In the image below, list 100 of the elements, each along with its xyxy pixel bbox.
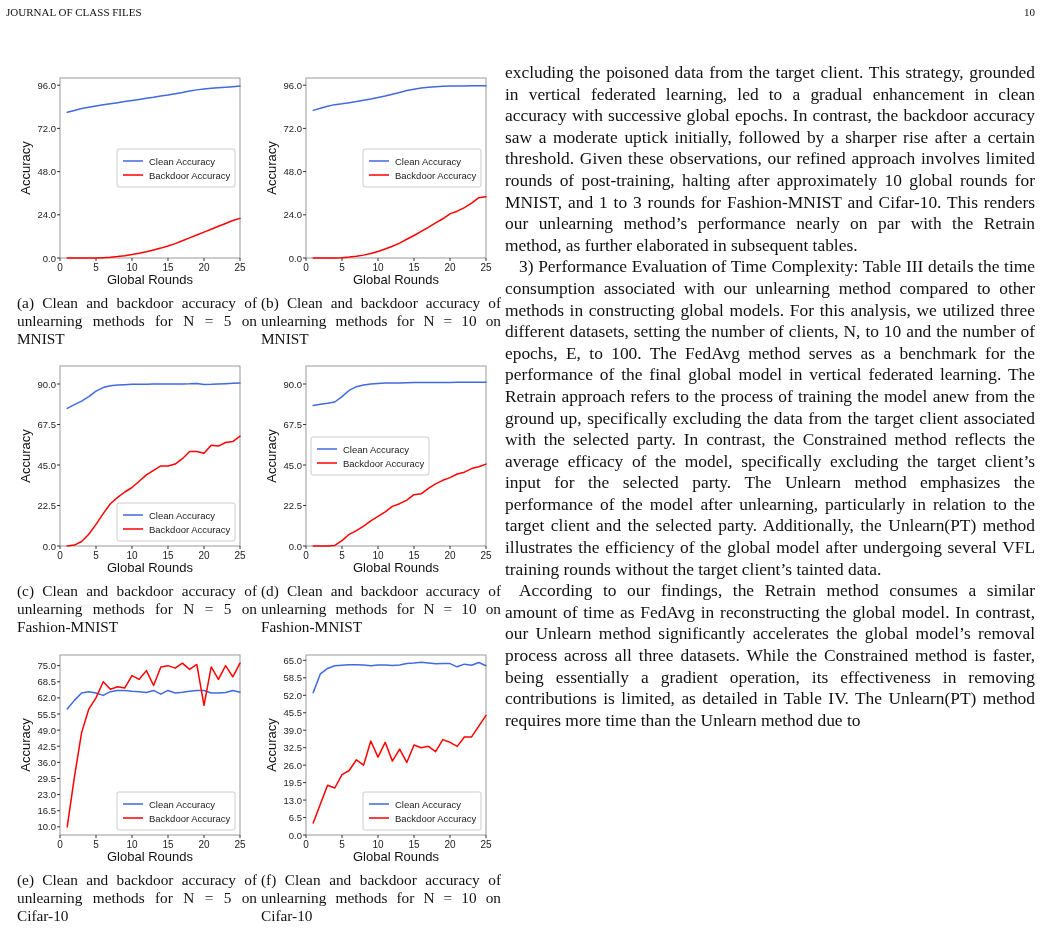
line-series (312, 381, 487, 407)
y-tick-label: 75.0 (37, 660, 56, 672)
x-tick-label: 10 (372, 262, 384, 273)
x-tick-label: 5 (339, 262, 346, 273)
x-tick-label: 5 (339, 550, 346, 561)
text: JOURNAL OF CLASS FILES (6, 6, 142, 18)
x-tick-label: 20 (444, 550, 456, 561)
y-tick-label: 22.5 (37, 500, 56, 511)
text: According to our findings, the Retrain method consumes a similar amount of time as FedAvg in reconstructing the global model. In contrast, our Unlearn method significantly accelerates the global model’s removal process across all three datasets. While the Constrained method is faster, being essentially a gradient operation, its effectiveness in removing contributions is limited, as detailed in Table IV. The Unlearn(PT) method requires more time than the Unlearn method due to (505, 580, 1035, 732)
x-tick-label: 25 (480, 550, 492, 561)
y-tick-label: 96.0 (37, 79, 56, 91)
x-tick-label: 10 (126, 839, 138, 850)
y-tick-label: 90.0 (37, 378, 56, 390)
y-tick-label: 68.5 (37, 676, 56, 688)
line-series (66, 662, 241, 828)
x-tick-label: 0 (303, 550, 310, 561)
y-tick-label: 0.0 (288, 829, 302, 841)
y-axis-title: Accuracy (264, 428, 279, 483)
x-axis-title: Global Rounds (107, 849, 194, 864)
y-tick-label: 6.5 (288, 812, 302, 824)
x-tick-label: 15 (162, 839, 174, 850)
legend-label: Backdoor Accuracy (149, 812, 231, 824)
y-axis-title: Accuracy (264, 140, 279, 195)
x-tick-label: 20 (198, 839, 210, 850)
y-tick-label: 45.5 (283, 707, 302, 719)
text: 10 (1024, 6, 1036, 18)
y-axis-title: Accuracy (264, 717, 279, 772)
x-tick-label: 10 (372, 839, 384, 850)
legend-label: Backdoor Accuracy (343, 457, 425, 469)
y-tick-label: 72.0 (283, 122, 302, 134)
text: (a) Clean and backdoor accuracy of unlearning methods for N = 5 on MNIST (17, 294, 257, 348)
x-tick-label: 0 (303, 839, 310, 850)
y-tick-label: 0.0 (288, 540, 302, 552)
x-tick-label: 0 (57, 839, 64, 850)
y-tick-label: 22.5 (283, 500, 302, 511)
x-tick-label: 15 (162, 550, 174, 561)
x-tick-label: 10 (126, 262, 138, 273)
text: 3) Performance Evaluation of Time Complexity: Table III details the time consumption associated with our unlearning method compared to other methods in constructing global models. For this analysis, we utilized three different datasets, setting the number of clients, N, to 10 and the number of epochs, E, to 100. The FedAvg method serves as a benchmark for the performance of the final global model in vertical federated learning. The Retrain approach refers to the process of training the model anew from the ground up, specifically excluding the data from the target client associated with the selected party. In contrast, the Constrained method reflects the average efficacy of the model, specifically excluding the target client’s input for the selected party. The Unlearn method emphasizes the performance of the model after unlearning, particularly in relation to the target client and the selected party. Additionally, the Unlearn(PT) method illustrates the efficiency of the global model after undergoing several VFL training rounds without the target client’s tainted data. (505, 256, 1035, 579)
y-tick-label: 62.0 (37, 692, 56, 704)
y-tick-label: 55.5 (37, 708, 56, 720)
legend-label: Backdoor Accuracy (149, 169, 231, 181)
y-tick-label: 90.0 (283, 378, 302, 390)
x-tick-label: 25 (234, 550, 246, 561)
y-tick-label: 65.0 (283, 654, 302, 666)
x-tick-label: 0 (303, 262, 310, 273)
x-tick-label: 5 (93, 262, 100, 273)
legend-label: Clean Accuracy (395, 155, 462, 167)
y-tick-label: 13.0 (283, 794, 302, 806)
y-axis-title: Accuracy (18, 140, 33, 195)
legend-label: Clean Accuracy (149, 155, 216, 167)
legend-label: Backdoor Accuracy (395, 169, 477, 181)
x-axis-title: Global Rounds (107, 272, 194, 287)
line-series (66, 435, 241, 547)
x-tick-label: 0 (57, 550, 64, 561)
x-axis-title: Global Rounds (353, 272, 440, 287)
legend-label: Clean Accuracy (343, 443, 410, 455)
y-tick-label: 0.0 (42, 252, 56, 264)
text: excluding the poisoned data from the target client. This strategy, grounded in vertical federated learning, led to a gradual enhancement in clean accuracy with successive global epochs. In contrast, the backdoor accuracy saw a moderate uptick initially, followed by a sharper rise after a certain threshold. Given these observations, our refined approach involves limited rounds of post-training, halting after approximately 10 global rounds for MNIST, and 1 to 3 rounds for Fashion-MNIST and Cifar-10. This renders our unlearning method’s performance nearly on par with the Retrain method, as further elaborated in subsequent tables. (505, 62, 1035, 255)
y-tick-label: 67.5 (37, 419, 56, 430)
y-tick-label: 48.0 (283, 166, 302, 178)
y-tick-label: 36.0 (37, 756, 56, 768)
line-series (312, 661, 487, 694)
y-tick-label: 32.5 (283, 742, 302, 754)
y-tick-label: 19.5 (283, 777, 302, 789)
y-tick-label: 48.0 (37, 166, 56, 178)
y-tick-label: 45.0 (283, 459, 302, 471)
x-tick-label: 15 (408, 839, 420, 850)
x-tick-label: 5 (339, 839, 346, 850)
y-tick-label: 67.5 (283, 419, 302, 430)
x-tick-label: 25 (480, 262, 492, 273)
x-tick-label: 20 (444, 839, 456, 850)
legend-label: Clean Accuracy (149, 798, 216, 810)
y-tick-label: 16.5 (37, 805, 56, 817)
x-tick-label: 15 (408, 550, 420, 561)
x-axis-title: Global Rounds (353, 560, 440, 575)
x-tick-label: 0 (57, 262, 64, 273)
y-axis-title: Accuracy (18, 428, 33, 483)
x-tick-label: 5 (93, 839, 100, 850)
line-series (66, 217, 241, 259)
text: (b) Clean and backdoor accuracy of unlearning methods for N = 10 on MNIST (261, 294, 501, 348)
y-tick-label: 23.0 (37, 789, 56, 801)
x-tick-label: 25 (234, 839, 246, 850)
x-tick-label: 20 (444, 262, 456, 273)
y-tick-label: 39.0 (283, 724, 302, 736)
legend-label: Clean Accuracy (149, 509, 216, 521)
y-tick-label: 10.0 (37, 821, 56, 833)
y-tick-label: 24.0 (283, 209, 302, 221)
y-tick-label: 0.0 (288, 252, 302, 264)
y-tick-label: 42.5 (37, 740, 56, 752)
text: (e) Clean and backdoor accuracy of unlearning methods for N = 5 on Cifar-10 (17, 871, 257, 925)
legend-label: Clean Accuracy (395, 798, 462, 810)
y-tick-label: 29.5 (37, 772, 56, 784)
x-tick-label: 10 (126, 550, 138, 561)
y-tick-label: 58.5 (283, 672, 302, 684)
y-tick-label: 49.0 (37, 724, 56, 736)
x-tick-label: 20 (198, 550, 210, 561)
x-tick-label: 25 (234, 262, 246, 273)
legend-label: Backdoor Accuracy (149, 523, 231, 535)
y-tick-label: 96.0 (283, 79, 302, 91)
x-tick-label: 25 (480, 839, 492, 850)
